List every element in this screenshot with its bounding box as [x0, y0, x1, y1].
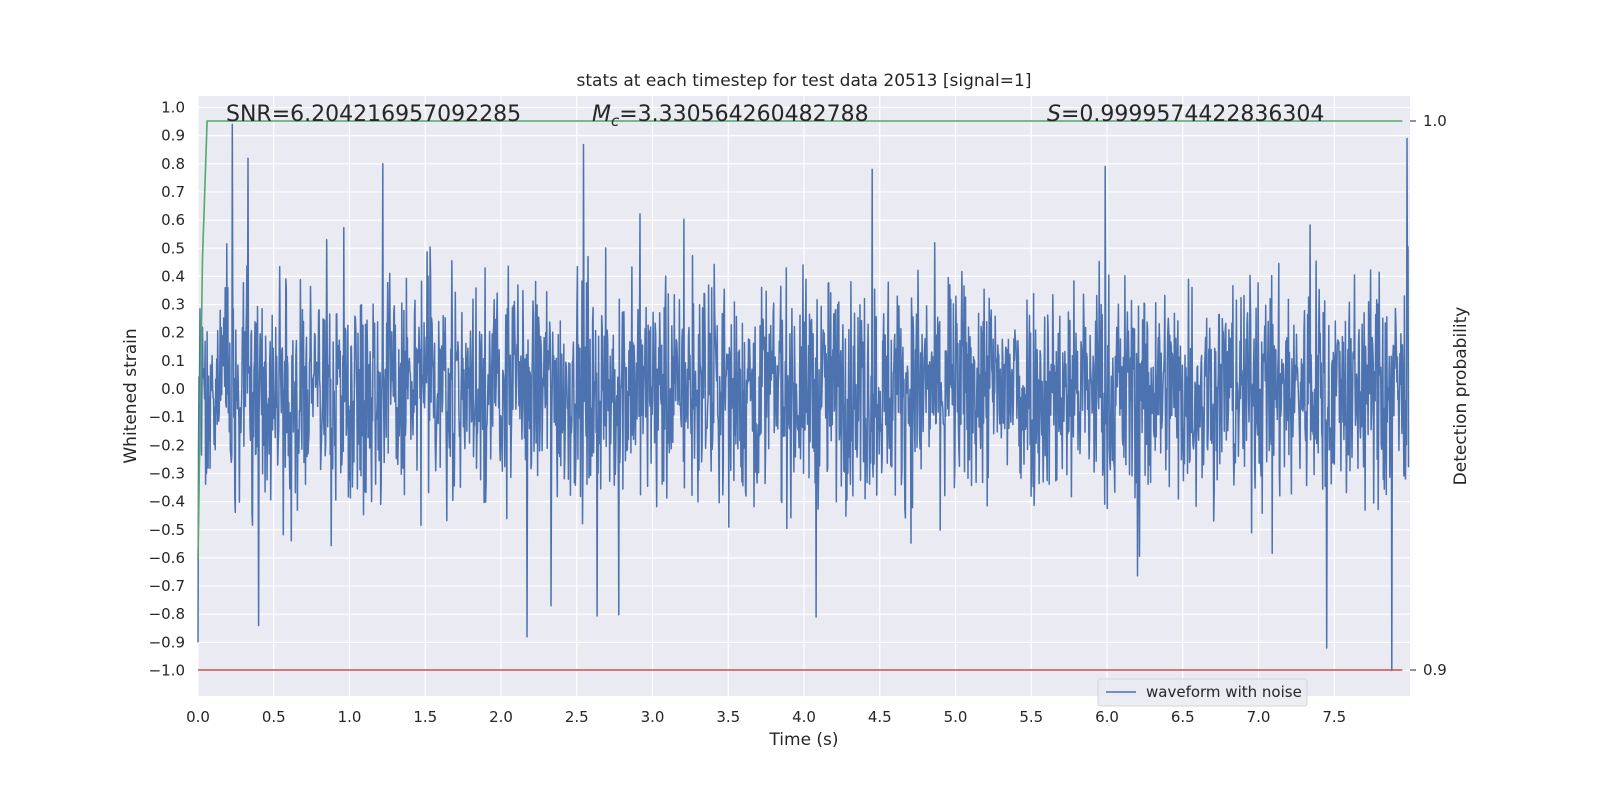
- y-tick-label: −0.3: [149, 464, 185, 482]
- y-tick-label: 0.8: [161, 155, 185, 173]
- waveform-line: [197, 123, 1410, 672]
- y-tick-label: 0.3: [161, 296, 185, 314]
- x-tick-label: 0.5: [262, 708, 286, 726]
- x-tick-label: 6.5: [1171, 708, 1195, 726]
- y-tick-label: 0.5: [161, 239, 185, 257]
- annotation-chirp-mass-subscript: c: [611, 112, 620, 130]
- right-tick-label: 1.0: [1423, 112, 1447, 130]
- probability-line: [197, 120, 1403, 561]
- series-waveform-with-noise: [197, 123, 1410, 672]
- annotation-chirp-mass-value: =3.330564260482788: [619, 102, 868, 127]
- y-tick-label: −0.2: [149, 436, 185, 454]
- x-tick-label: 5.0: [944, 708, 968, 726]
- x-tick-label: 2.5: [565, 708, 589, 726]
- y-tick-label: −0.8: [149, 605, 185, 623]
- right-axis-label: Detection probability: [1451, 307, 1471, 486]
- y-tick-label: 0.0: [161, 380, 185, 398]
- x-tick-label: 7.5: [1322, 708, 1346, 726]
- chart-title: stats at each timestep for test data 205…: [577, 71, 1032, 91]
- y-tick-label: −0.6: [149, 549, 185, 567]
- y-tick-label: −1.0: [149, 662, 185, 680]
- x-tick-label: 1.0: [338, 708, 362, 726]
- y-tick-label: −0.4: [149, 493, 185, 511]
- y-axis-label: Whitened strain: [121, 328, 141, 463]
- x-tick-label: 4.0: [792, 708, 816, 726]
- x-tick-label: 3.0: [641, 708, 665, 726]
- y-tick-label: −0.7: [149, 577, 185, 595]
- x-tick-label: 4.5: [868, 708, 892, 726]
- right-tick-label: 0.9: [1423, 661, 1447, 679]
- y-tick-label: 0.1: [161, 352, 185, 370]
- y-tick-label: 1.0: [161, 99, 185, 117]
- x-tick-label: 1.5: [413, 708, 437, 726]
- legend-box: [1097, 678, 1308, 707]
- y-tick-label: 0.4: [161, 267, 185, 285]
- annotation-statistic-symbol: S: [1047, 102, 1061, 127]
- y-tick-label: −0.5: [149, 521, 185, 539]
- x-axis-label: Time (s): [768, 730, 838, 750]
- annotation-chirp-mass: Mc=3.330564260482788: [592, 102, 869, 130]
- x-tick-label: 0.0: [186, 708, 210, 726]
- annotation-snr: SNR=6.204216957092285: [226, 102, 521, 127]
- annotation-statistic-value: =0.9999574422836304: [1061, 102, 1324, 127]
- x-tick-label: 2.0: [489, 708, 513, 726]
- legend: waveform with noise: [1097, 678, 1308, 707]
- annotation-chirp-mass-symbol: M: [592, 102, 611, 127]
- legend-label: waveform with noise: [1146, 683, 1302, 701]
- right-axis-ticks: 1.0 0.9: [1410, 112, 1447, 679]
- y-axis-ticks: 1.0 0.9 0.8 0.7 0.6 0.5 0.4 0.3 0.2 0.1 0.0 −0.1 −0.…: [149, 99, 185, 680]
- x-axis-ticks: 0.0 0.5 1.0 1.5 2.0 2.5 3.0 3.5 4.0 4.5 5.0 5.5 6.0 6…: [186, 708, 1346, 726]
- y-tick-label: −0.9: [149, 633, 185, 651]
- x-tick-label: 3.5: [716, 708, 740, 726]
- y-tick-label: 0.9: [161, 127, 185, 145]
- x-tick-label: 6.0: [1095, 708, 1119, 726]
- series-detection-probability: [197, 120, 1403, 561]
- y-tick-label: 0.7: [161, 183, 185, 201]
- annotation-statistic: S=0.9999574422836304: [1047, 102, 1324, 127]
- y-tick-label: −0.1: [149, 408, 185, 426]
- y-tick-label: 0.2: [161, 324, 185, 342]
- y-tick-label: 0.6: [161, 211, 185, 229]
- x-tick-label: 5.5: [1019, 708, 1043, 726]
- x-tick-label: 7.0: [1247, 708, 1271, 726]
